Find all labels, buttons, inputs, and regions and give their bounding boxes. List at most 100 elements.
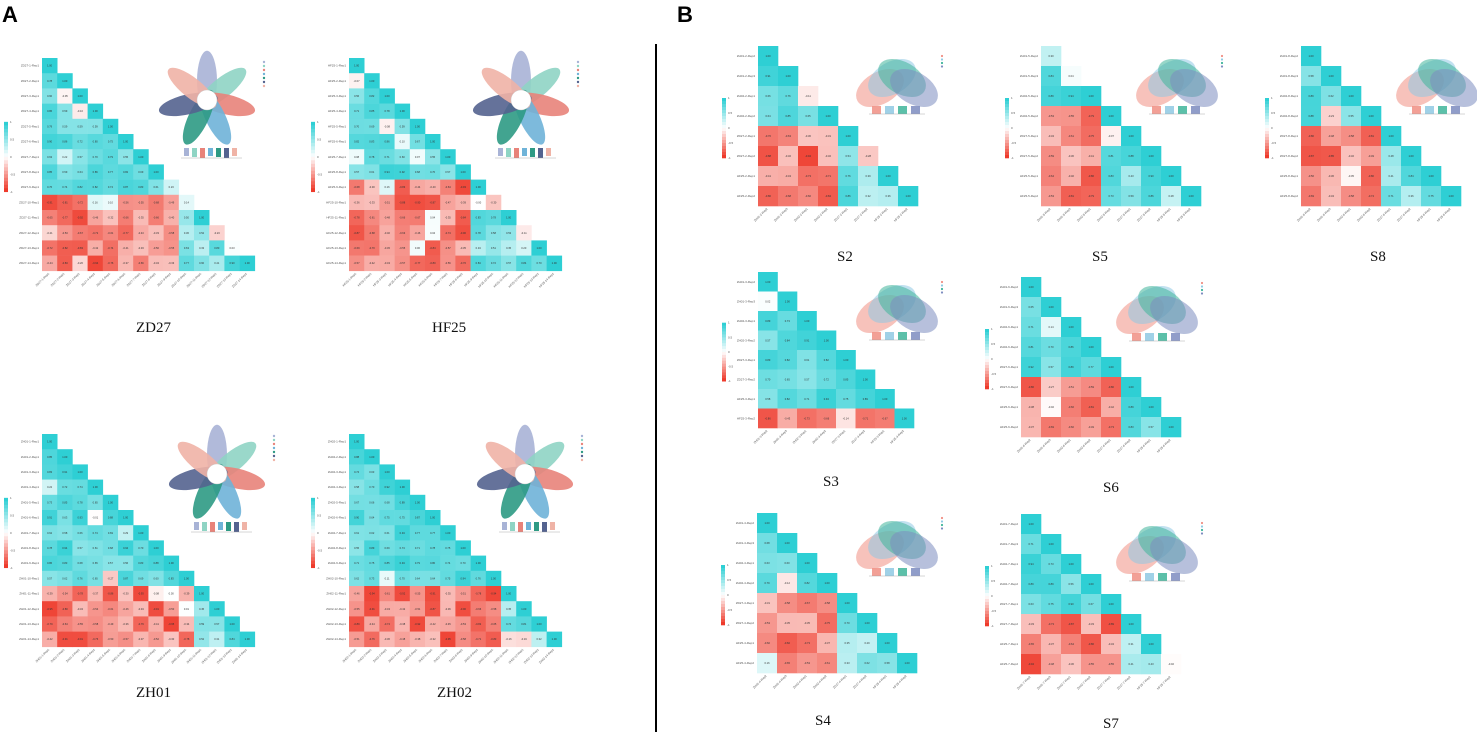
heatmap-cell <box>1121 417 1142 438</box>
heatmap-cell <box>118 210 134 226</box>
colorbar-step <box>722 155 726 159</box>
colorbar-step <box>721 610 725 614</box>
heatmap-cell <box>501 225 517 241</box>
colorbar-step <box>1265 113 1269 117</box>
heatmap-cell <box>855 389 876 409</box>
colorbar-tick: 0 <box>317 531 319 535</box>
heatmap-cell <box>1101 146 1122 167</box>
heatmap-cell <box>1321 66 1342 87</box>
heatmap-cell <box>425 210 441 226</box>
heatmap-cell <box>394 179 411 196</box>
heatmap-cell <box>364 194 380 211</box>
cell-value: -0.31 <box>764 601 770 605</box>
heatmap-cell <box>757 533 778 554</box>
cell-value: 0.10 <box>400 140 406 144</box>
cell-value: -0.73 <box>804 641 810 645</box>
heatmap-cell <box>42 103 58 120</box>
cell-value: 0.89 <box>369 546 375 550</box>
column-label: ZH02-2-Rep1 <box>793 207 809 223</box>
colorbar-tick: 1 <box>991 564 993 568</box>
cell-value: 1.00 <box>460 170 466 174</box>
heatmap-cell <box>42 255 58 272</box>
cell-value: -0.56 <box>123 200 129 204</box>
cell-value: 1.00 <box>245 637 251 641</box>
cell-value: 1.00 <box>430 516 436 520</box>
heatmap-cell <box>57 134 73 150</box>
colorbar-step <box>1005 137 1009 141</box>
heatmap-cell <box>72 540 88 556</box>
row-label: ZH02-8-Rep1 <box>328 546 347 550</box>
colorbar-step <box>311 553 315 558</box>
heatmap-cell <box>531 255 547 272</box>
row-label: ZD27-4-Rep2 <box>736 621 755 625</box>
cell-value: -0.92 <box>77 216 83 220</box>
flower-legend-dot <box>262 72 266 76</box>
heatmap-cell <box>87 525 104 541</box>
cell-value: 0.67 <box>354 500 360 504</box>
row-label: ZH01-9-Rep1 <box>21 561 40 565</box>
heatmap-cell <box>1301 86 1322 107</box>
heatmap-cell <box>1081 574 1102 595</box>
cell-value: 0.82 <box>369 94 375 98</box>
venn-ellipse <box>890 69 938 107</box>
heatmap-cell <box>364 149 380 165</box>
heatmap-cell <box>455 555 471 572</box>
heatmap-cell <box>1341 86 1362 107</box>
heatmap-cell <box>1081 614 1102 635</box>
cell-value: 0.85 <box>785 114 791 118</box>
heatmap-cell <box>379 225 395 241</box>
cell-value: -0.56 <box>1308 174 1314 178</box>
colorbar-step <box>722 331 726 335</box>
heatmap-cell <box>42 464 58 480</box>
heatmap-cell <box>409 210 426 226</box>
cell-value: -0.57 <box>354 261 360 265</box>
heatmap-cell <box>1081 146 1102 167</box>
heatmap-cell <box>758 86 779 107</box>
row-label: ZH02-9-Rep1 <box>328 561 347 565</box>
caption-s7: S7 <box>1103 716 1119 732</box>
colorbar-step <box>4 539 8 544</box>
heatmap-cell <box>778 146 799 167</box>
mini-bar <box>1145 573 1154 581</box>
column-label: ZH01-6-Rep3 <box>1036 438 1052 454</box>
colorbar-tick: 1 <box>991 327 993 331</box>
cell-value: 0.83 <box>476 216 482 220</box>
cell-value: -0.02 <box>1168 662 1174 666</box>
heatmap-cell <box>855 408 876 429</box>
cell-value: 0.94 <box>384 170 390 174</box>
colorbar-tick: 0 <box>317 155 319 159</box>
colorbar-step <box>4 163 8 168</box>
heatmap-cell <box>818 146 839 167</box>
colorbar-step <box>985 374 989 378</box>
heatmap-cell <box>349 255 365 272</box>
cell-value: -0.67 <box>882 416 888 420</box>
cell-value: 0.57 <box>804 377 810 381</box>
colorbar-step <box>985 617 989 621</box>
heatmap-cell <box>440 601 456 617</box>
heatmap-cell <box>516 616 532 632</box>
cell-value: 0.59 <box>400 124 406 128</box>
heatmap-cell <box>440 225 456 241</box>
column-label: ZH02-7-Rep1 <box>1056 675 1072 691</box>
cell-value: -0.87 <box>430 607 436 611</box>
column-label: HF25-3-Rep1 <box>372 271 388 287</box>
colorbar-step <box>311 515 315 520</box>
heatmap-cell <box>758 389 778 409</box>
cell-value: 0.90 <box>354 516 360 520</box>
heatmap-s8: 1.000.58 1.000.89 0.62 1.000.88 -0.23 0.55 1.0… <box>1265 46 1477 265</box>
colorbar-step <box>722 134 726 138</box>
heatmap-cell <box>364 510 380 526</box>
heatmap-cell <box>349 225 365 241</box>
heatmap-cell <box>1041 46 1062 67</box>
heatmap-cell <box>349 555 365 572</box>
row-label: ZH01-6-Rep2 <box>1000 285 1019 289</box>
colorbar-step <box>311 564 315 569</box>
heatmap-cell <box>1121 654 1142 675</box>
heatmap-cell <box>349 88 365 104</box>
heatmap-cell <box>364 164 380 180</box>
cell-value: -0.78 <box>354 216 360 220</box>
heatmap-cell <box>349 73 365 89</box>
cell-value: 1.00 <box>1308 54 1314 58</box>
heatmap-cell <box>470 601 487 617</box>
cell-value: 0.85 <box>62 500 68 504</box>
